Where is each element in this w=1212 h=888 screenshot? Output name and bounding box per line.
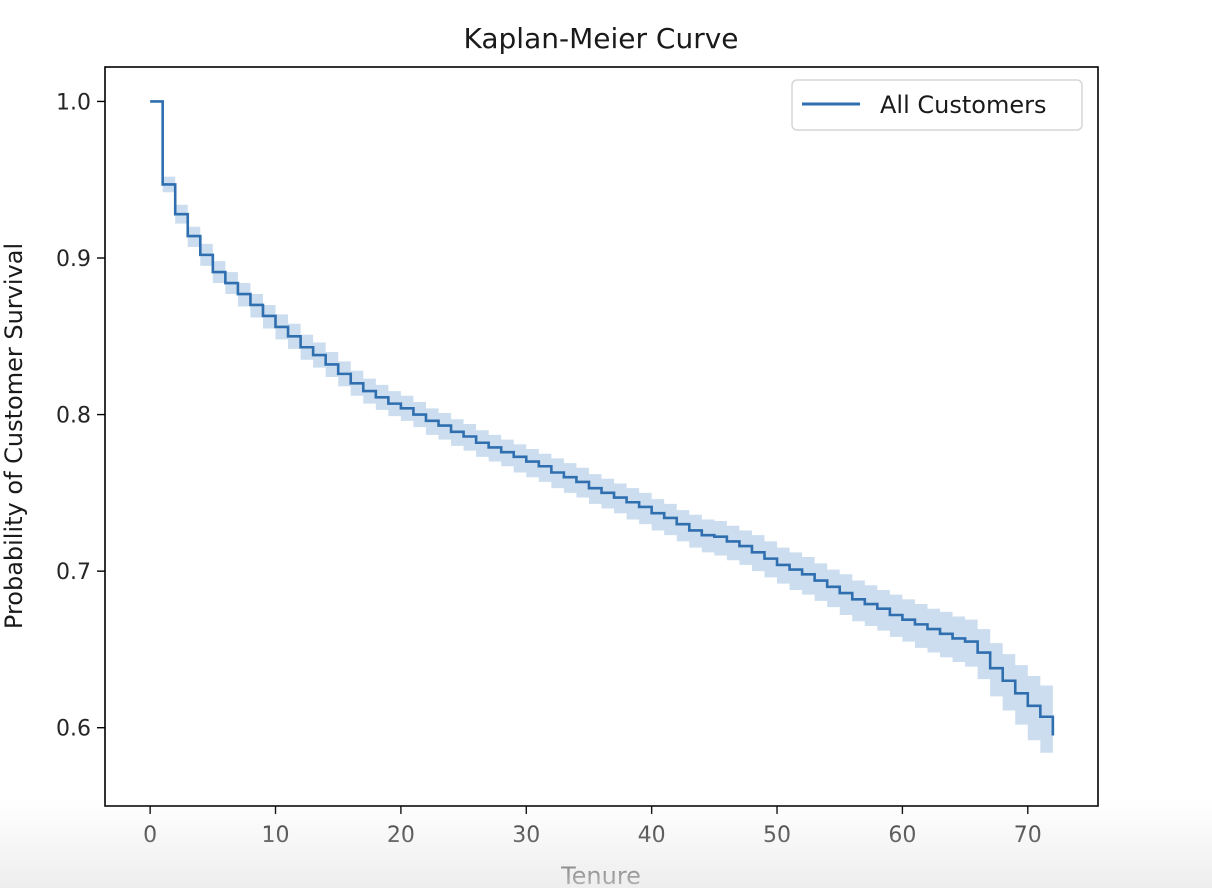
survival-step-line: [150, 100, 1055, 736]
y-tick-label: 0.7: [56, 560, 91, 585]
x-axis-label: Tenure: [560, 862, 641, 888]
x-tick-label: 50: [763, 823, 791, 848]
x-tick-label: 70: [1014, 823, 1042, 848]
legend: All Customers: [791, 79, 1083, 131]
x-axis-ticks: 0 10 20 30 40 50 60 70: [143, 806, 1042, 848]
x-tick-label: 60: [888, 823, 916, 848]
legend-box: [791, 79, 1083, 131]
y-tick-label: 0.8: [56, 404, 91, 429]
chart-title: Kaplan-Meier Curve: [464, 22, 739, 55]
x-tick-label: 30: [512, 823, 540, 848]
y-axis-ticks: 0.6 0.7 0.8 0.9 1.0: [56, 90, 105, 742]
y-tick-label: 0.9: [56, 247, 91, 272]
legend-entry-all-customers: All Customers: [880, 91, 1046, 119]
x-tick-label: 40: [638, 823, 666, 848]
survival-line-layer: [150, 100, 1055, 736]
confidence-band-layer: [150, 101, 1053, 772]
x-tick-label: 0: [143, 823, 157, 848]
confidence-band: [150, 101, 1053, 772]
x-tick-label: 10: [262, 823, 290, 848]
y-axis-label: Probability of Customer Survival: [0, 243, 28, 629]
y-tick-label: 1.0: [56, 90, 91, 115]
plot-frame: [104, 66, 1099, 807]
y-tick-label: 0.6: [56, 717, 91, 742]
x-tick-label: 20: [387, 823, 415, 848]
